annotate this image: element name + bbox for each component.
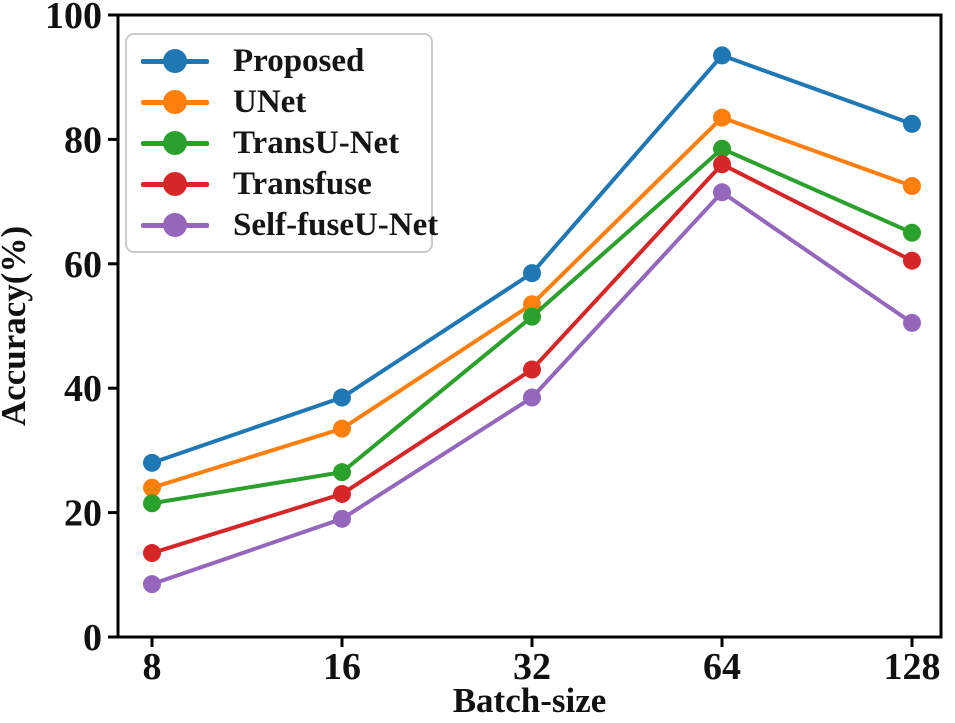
data-point-marker [143, 453, 161, 472]
data-point-marker [333, 388, 351, 407]
legend-line-marker-icon [141, 48, 209, 74]
x-axis-tick-label: 128 [884, 646, 941, 688]
x-axis-tick-label: 32 [513, 646, 551, 688]
data-point-marker [713, 139, 731, 158]
legend-line-marker-icon [141, 171, 209, 197]
data-point-marker [333, 419, 351, 438]
data-point-marker [143, 478, 161, 497]
y-axis-tick-label: 20 [64, 493, 102, 535]
data-point-marker [143, 494, 161, 513]
x-axis-tick-label: 64 [703, 646, 741, 688]
data-point-marker [333, 463, 351, 482]
data-point-marker [903, 114, 921, 133]
legend-item-label: TransU-Net [233, 124, 400, 161]
y-axis-tick-label: 0 [83, 617, 102, 659]
plot-frame [116, 13, 943, 639]
data-point-marker [143, 575, 161, 594]
data-point-marker [523, 295, 541, 314]
legend-item-label: Self-fuseU-Net [233, 206, 439, 243]
data-point-marker [713, 46, 731, 65]
data-point-marker [523, 360, 541, 379]
data-point-marker [333, 509, 351, 528]
data-point-marker [143, 544, 161, 563]
legend-item: Proposed [141, 41, 423, 81]
x-axis-tick-label: 8 [143, 646, 162, 688]
legend-item: TransU-Net [141, 123, 423, 163]
x-axis-title: Batch-size [453, 681, 607, 720]
legend-item: UNet [141, 82, 423, 122]
data-point-marker [713, 155, 731, 174]
legend-line-marker-icon [141, 89, 209, 115]
data-point-marker [523, 388, 541, 407]
data-point-marker [523, 264, 541, 283]
y-axis-tick-label: 40 [64, 368, 102, 410]
legend-item: Transfuse [141, 164, 423, 204]
legend-item-label: Proposed [233, 42, 365, 79]
y-axis-tick-label: 100 [45, 0, 102, 37]
legend: Proposed UNet TransU-Net Transfuse Self-fuse… [125, 33, 438, 253]
data-point-marker [523, 307, 541, 326]
y-axis-tick-label: 80 [64, 119, 102, 161]
data-point-marker [713, 108, 731, 127]
data-point-marker [713, 183, 731, 202]
y-axis-title: Accuracy(%) [0, 226, 33, 426]
data-point-marker [903, 177, 921, 196]
legend-item-label: Transfuse [233, 165, 372, 202]
legend-line-marker-icon [141, 130, 209, 156]
data-point-marker [903, 251, 921, 270]
data-point-marker [903, 313, 921, 332]
legend-item-label: UNet [233, 83, 307, 120]
x-axis-tick-label: 16 [323, 646, 361, 688]
y-axis-tick-label: 60 [64, 244, 102, 286]
legend-item: Self-fuseU-Net [141, 205, 438, 245]
data-point-marker [333, 484, 351, 503]
legend-line-marker-icon [141, 212, 209, 238]
data-point-marker [903, 223, 921, 242]
